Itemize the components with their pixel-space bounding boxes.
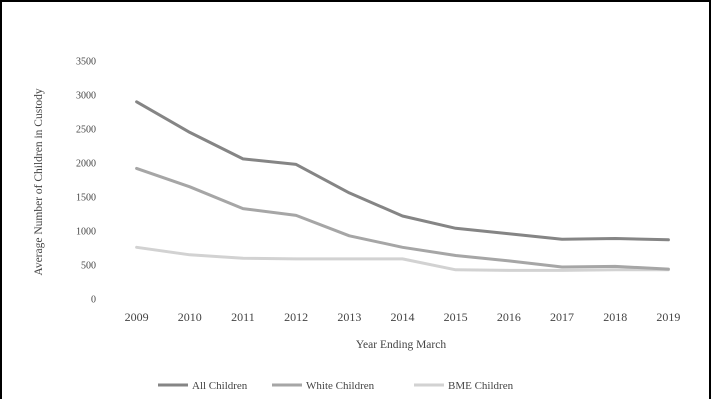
series-lines [135,100,670,272]
y-tick-label: 0 [91,295,96,306]
series-line-2 [135,245,670,272]
x-tick-label: 2017 [550,310,574,324]
y-tick-label: 3500 [76,57,96,68]
x-tick-label: 2016 [497,310,521,324]
x-tick-label: 2013 [337,310,361,324]
x-tick-label: 2014 [391,310,415,324]
y-tick-label: 2500 [76,125,96,136]
x-tick-label: 2018 [603,310,627,324]
y-tick-label: 1000 [76,227,96,238]
legend: All Children White Children BME Children [158,380,514,392]
x-tick-label: 2010 [178,310,202,324]
x-tick-label: 2011 [231,310,255,324]
y-tick-label: 2000 [76,159,96,170]
x-axis-title: Year Ending March [356,339,446,351]
y-axis-ticks: 0 500 1000 1500 2000 2500 3000 3500 [76,57,96,306]
y-tick-label: 1500 [76,193,96,204]
legend-label: White Children [306,380,375,392]
legend-label: All Children [192,380,248,392]
y-axis-title: Average Number of Children in Custody [33,88,45,276]
x-tick-label: 2015 [444,310,468,324]
series-line-0 [135,100,670,242]
x-axis-ticks: 2009 2010 2011 2012 2013 2014 2015 2016 2017 2018… [125,310,681,324]
x-tick-label: 2019 [656,310,680,324]
series-line-1 [135,166,670,271]
x-tick-label: 2012 [284,310,308,324]
x-tick-label: 2009 [125,310,149,324]
y-tick-label: 3000 [76,91,96,102]
y-tick-label: 500 [81,261,96,272]
legend-label: BME Children [448,380,514,392]
